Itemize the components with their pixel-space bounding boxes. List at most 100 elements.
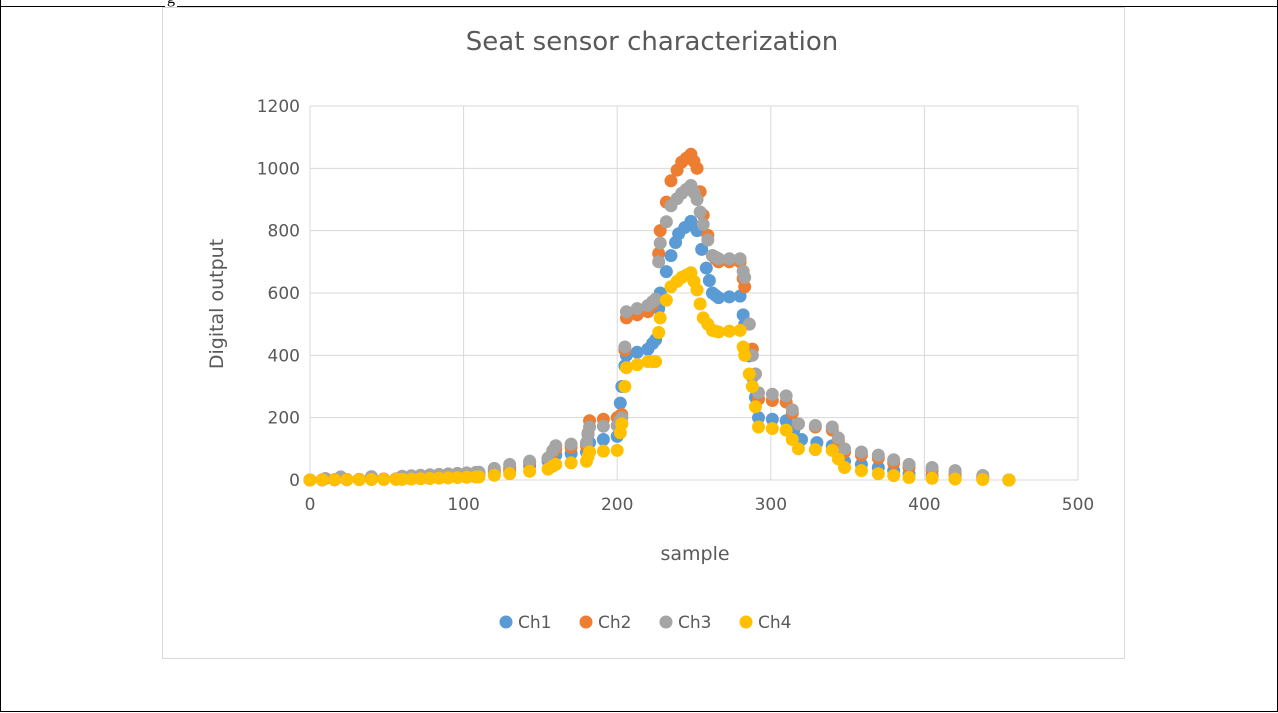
data-point (742, 367, 756, 381)
legend: Ch1 Ch2 Ch3 Ch4 (499, 613, 791, 633)
data-point (664, 174, 678, 188)
data-point (765, 422, 779, 436)
data-point (690, 193, 704, 206)
data-point (808, 443, 822, 457)
legend-marker (499, 615, 513, 629)
data-point (659, 265, 673, 279)
data-point (441, 471, 455, 485)
data-point (649, 292, 663, 306)
y-tick-label: 1200 (257, 97, 300, 117)
data-point (523, 454, 537, 468)
data-point (487, 468, 501, 482)
page-text-fragment: g (165, 0, 177, 7)
x-tick-label: 300 (755, 495, 787, 515)
data-point (699, 261, 713, 275)
data-point (925, 471, 939, 485)
data-point (752, 420, 766, 434)
data-point (653, 236, 667, 250)
data-point (615, 417, 629, 431)
data-point (791, 417, 805, 431)
data-point (765, 387, 779, 401)
x-axis-label: sample (660, 543, 729, 565)
data-point (712, 252, 726, 266)
data-point (745, 380, 759, 393)
data-point (690, 283, 704, 297)
legend-marker (739, 615, 753, 629)
y-tick-label: 1000 (257, 159, 300, 179)
data-point (808, 418, 822, 432)
data-point (742, 317, 756, 331)
data-point (976, 473, 990, 487)
data-point (340, 473, 354, 487)
legend-marker (659, 615, 673, 629)
data-point (693, 297, 707, 311)
data-point (503, 467, 517, 481)
data-point (854, 464, 868, 478)
legend-label: Ch2 (598, 613, 631, 633)
data-point (902, 457, 916, 471)
data-point (460, 470, 474, 484)
data-point (352, 473, 366, 487)
y-tick-label: 200 (268, 409, 300, 429)
x-tick-label: 200 (601, 495, 633, 515)
data-point (752, 411, 766, 425)
data-point (596, 444, 610, 458)
data-point (722, 252, 736, 266)
legend-label: Ch4 (758, 613, 791, 633)
data-point (871, 448, 885, 462)
data-point (377, 473, 391, 487)
legend-marker (579, 615, 593, 629)
data-point (785, 403, 799, 417)
data-point (315, 473, 329, 487)
data-point (610, 443, 624, 457)
data-point (659, 215, 673, 229)
data-point (503, 457, 517, 471)
data-point (854, 445, 868, 459)
data-point (738, 348, 752, 362)
data-point (613, 396, 627, 410)
data-point (925, 461, 939, 475)
x-tick-label: 500 (1062, 495, 1094, 515)
data-point (395, 472, 409, 486)
y-tick-label: 800 (268, 222, 300, 242)
data-point (596, 419, 610, 433)
data-point (472, 470, 486, 484)
data-point (652, 255, 666, 269)
data-point (825, 420, 839, 434)
data-point (871, 467, 885, 481)
data-point (733, 252, 747, 266)
data-point (838, 461, 852, 475)
data-point (583, 420, 597, 434)
y-axis-label: Digital output (206, 239, 228, 369)
legend-label: Ch3 (678, 613, 711, 633)
data-point (583, 445, 597, 459)
data-point (690, 161, 704, 175)
data-point (887, 453, 901, 467)
x-tick-label: 400 (908, 495, 940, 515)
x-tick-label: 0 (305, 495, 316, 515)
data-point (948, 472, 962, 486)
data-point (549, 439, 563, 453)
chart-svg: 0 200 400 600 800 1000 1200 0 100 200 300 400 500 Se… (206, 27, 1094, 633)
data-point (696, 217, 710, 231)
data-point (838, 442, 852, 456)
data-point (649, 355, 663, 369)
data-point (364, 473, 378, 487)
plot-points (303, 147, 1016, 487)
data-point (738, 280, 752, 294)
data-point (619, 305, 633, 319)
data-point (712, 325, 726, 339)
data-point (701, 233, 715, 247)
data-point (414, 472, 428, 486)
data-point (564, 437, 578, 451)
data-point (450, 471, 464, 485)
data-point (303, 473, 317, 487)
data-point (722, 290, 736, 304)
data-point (404, 472, 418, 486)
data-point (664, 249, 678, 263)
data-point (887, 469, 901, 483)
data-point (652, 325, 666, 339)
data-point (328, 473, 342, 487)
series-ch4 (303, 266, 1016, 487)
chart-title: Seat sensor characterization (466, 27, 838, 57)
